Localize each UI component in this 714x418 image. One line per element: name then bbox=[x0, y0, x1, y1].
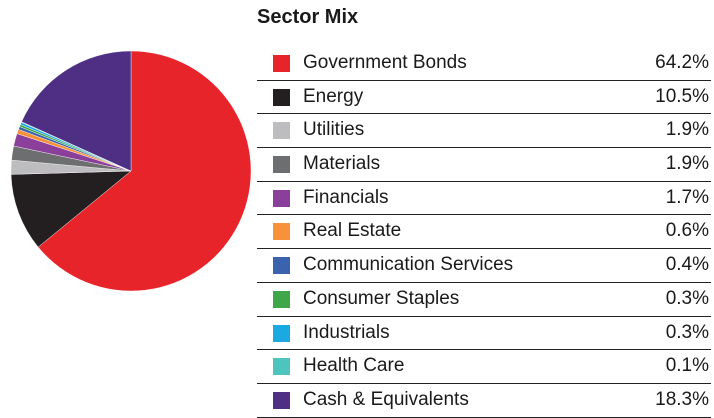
legend-row: Health Care 0.1% bbox=[257, 350, 711, 384]
legend-value: 0.6% bbox=[665, 220, 709, 242]
legend-swatch bbox=[273, 391, 290, 409]
legend-swatch bbox=[273, 88, 290, 106]
legend-row: Materials 1.9% bbox=[257, 148, 711, 182]
legend-label: Industrials bbox=[303, 321, 390, 343]
legend-value: 0.1% bbox=[665, 355, 709, 377]
legend-swatch bbox=[273, 156, 290, 174]
legend-label: Health Care bbox=[303, 355, 405, 377]
legend-label: Utilities bbox=[303, 119, 365, 141]
legend-row: Utilities 1.9% bbox=[257, 114, 711, 149]
legend-swatch bbox=[273, 122, 290, 140]
legend-row: Industrials 0.3% bbox=[257, 317, 711, 351]
legend-label: Financials bbox=[303, 186, 389, 208]
legend-row: Government Bonds 64.2% bbox=[257, 47, 711, 81]
legend-swatch bbox=[273, 189, 290, 207]
legend-label: Materials bbox=[303, 153, 381, 175]
legend-value: 0.3% bbox=[665, 321, 709, 343]
legend-value: 64.2% bbox=[655, 52, 709, 73]
legend-row: Financials 1.7% bbox=[257, 182, 711, 216]
legend-row: Real Estate 0.6% bbox=[257, 215, 711, 250]
legend-row: Energy 10.5% bbox=[257, 81, 711, 115]
legend-swatch bbox=[273, 290, 290, 308]
legend-swatch bbox=[273, 324, 290, 342]
legend-label: Communication Services bbox=[303, 254, 514, 276]
legend: Government Bonds 64.2% Energy 10.5% Utilitie… bbox=[257, 47, 711, 418]
legend-swatch bbox=[273, 223, 290, 241]
legend-row: Communication Services 0.4% bbox=[257, 249, 711, 283]
legend-value: 1.7% bbox=[665, 186, 709, 208]
pie-slice-cash-equivalents bbox=[21, 50, 132, 172]
legend-swatch bbox=[273, 358, 290, 376]
legend-swatch bbox=[273, 55, 290, 72]
legend-label: Government Bonds bbox=[303, 52, 467, 73]
legend-label: Consumer Staples bbox=[303, 287, 460, 309]
chart-title: Sector Mix bbox=[257, 6, 359, 28]
legend-value: 0.4% bbox=[665, 254, 709, 276]
legend-value: 1.9% bbox=[665, 153, 709, 175]
legend-row: Consumer Staples 0.3% bbox=[257, 283, 711, 317]
legend-row: Cash & Equivalents 18.3% bbox=[257, 384, 711, 418]
pie-slice-energy bbox=[10, 170, 132, 248]
pie-chart bbox=[10, 50, 252, 292]
legend-value: 1.9% bbox=[665, 119, 709, 141]
pie-slice-government-bonds bbox=[37, 50, 252, 292]
legend-value: 10.5% bbox=[655, 85, 709, 107]
legend-value: 0.3% bbox=[665, 287, 709, 309]
legend-value: 18.3% bbox=[655, 388, 709, 410]
legend-swatch bbox=[273, 257, 290, 275]
legend-label: Energy bbox=[303, 85, 364, 107]
legend-label: Cash & Equivalents bbox=[303, 388, 469, 410]
legend-label: Real Estate bbox=[303, 220, 402, 242]
